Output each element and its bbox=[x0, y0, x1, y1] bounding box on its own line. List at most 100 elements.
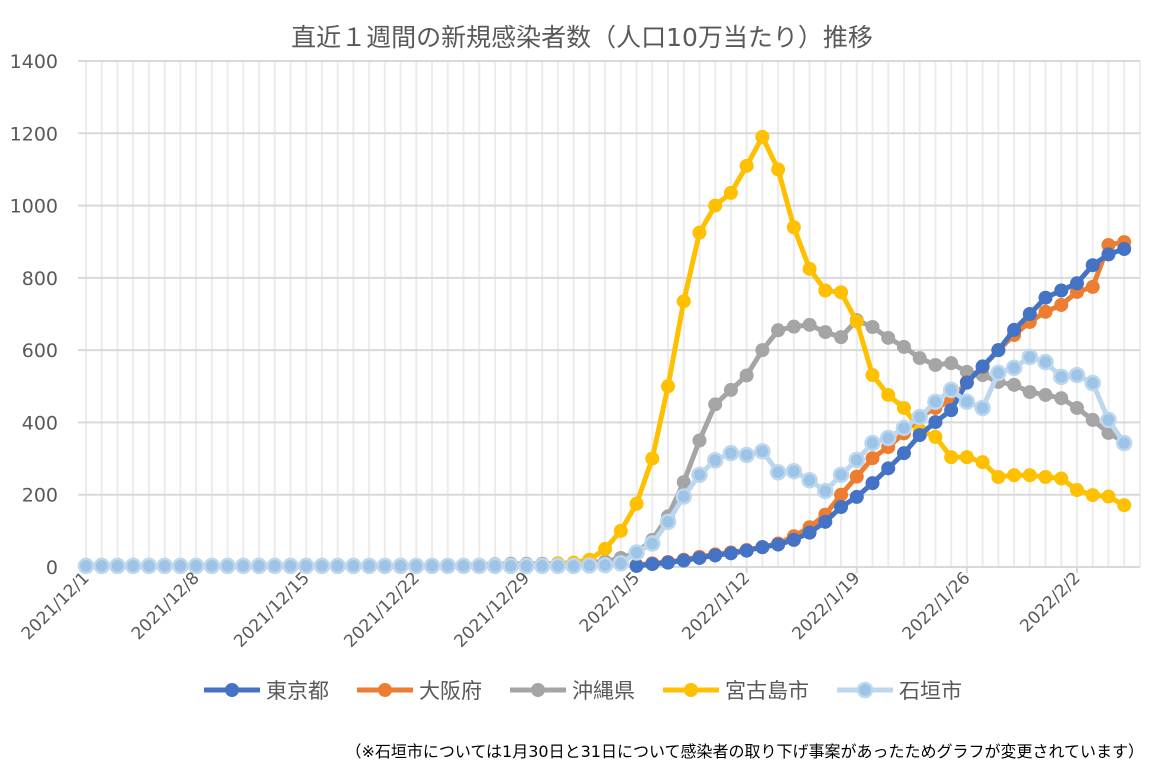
data-point bbox=[628, 544, 645, 561]
data-point bbox=[691, 466, 708, 484]
data-point bbox=[739, 543, 754, 558]
data-point bbox=[645, 451, 660, 466]
data-point bbox=[392, 557, 409, 575]
data-point bbox=[896, 400, 911, 415]
data-point bbox=[1022, 468, 1037, 483]
data-point bbox=[1068, 366, 1086, 384]
legend-label: 沖縄県 bbox=[572, 679, 635, 703]
data-point bbox=[834, 487, 849, 502]
data-point bbox=[771, 323, 786, 338]
data-point bbox=[738, 446, 755, 464]
data-point bbox=[644, 535, 661, 552]
data-point bbox=[786, 532, 801, 547]
x-tick-label: 2021/12/22 bbox=[340, 568, 423, 651]
x-tick-label: 2021/12/29 bbox=[451, 568, 534, 651]
data-point bbox=[928, 415, 943, 430]
data-point bbox=[1038, 290, 1053, 305]
data-point bbox=[549, 557, 567, 575]
data-point bbox=[93, 557, 110, 575]
data-point bbox=[817, 482, 834, 500]
y-tick-label: 0 bbox=[46, 557, 58, 579]
data-point bbox=[1022, 385, 1037, 400]
x-tick-label: 2022/1/19 bbox=[789, 568, 865, 644]
data-point bbox=[613, 523, 628, 538]
data-point bbox=[723, 546, 738, 561]
x-tick-label: 2021/12/1 bbox=[18, 568, 94, 644]
data-point bbox=[786, 319, 801, 334]
data-point bbox=[739, 368, 754, 383]
chart-title: 直近１週間の新規感染者数（人口10万当たり）推移 bbox=[291, 23, 873, 52]
data-point bbox=[565, 557, 582, 575]
data-point bbox=[1084, 374, 1101, 392]
data-point bbox=[1085, 488, 1100, 503]
legend-label: 東京都 bbox=[266, 679, 329, 703]
data-point bbox=[1037, 353, 1054, 371]
data-point bbox=[944, 450, 959, 465]
data-point bbox=[329, 557, 346, 575]
data-point bbox=[769, 464, 787, 481]
data-point bbox=[832, 466, 850, 484]
data-point bbox=[1054, 391, 1069, 406]
data-point bbox=[786, 220, 801, 235]
data-point bbox=[881, 387, 896, 402]
data-point bbox=[661, 555, 676, 570]
data-point bbox=[1053, 368, 1070, 386]
data-point bbox=[879, 429, 897, 447]
data-point bbox=[896, 339, 911, 354]
data-point bbox=[849, 489, 864, 504]
data-point bbox=[124, 557, 142, 575]
data-point bbox=[645, 557, 660, 572]
data-point bbox=[140, 557, 158, 575]
data-point bbox=[1038, 470, 1053, 485]
data-point bbox=[706, 452, 724, 469]
data-point bbox=[1007, 377, 1022, 392]
data-point bbox=[297, 557, 315, 575]
data-point bbox=[723, 382, 738, 397]
data-point bbox=[834, 285, 849, 300]
data-point bbox=[912, 351, 927, 366]
data-point bbox=[533, 557, 551, 575]
legend-item: 沖縄県 bbox=[508, 675, 635, 705]
data-point bbox=[990, 364, 1007, 382]
data-point bbox=[818, 325, 833, 340]
data-point bbox=[1038, 387, 1053, 402]
data-point bbox=[754, 443, 771, 460]
data-point bbox=[864, 434, 881, 452]
y-tick-label: 600 bbox=[22, 340, 58, 362]
data-point bbox=[360, 557, 378, 575]
x-tick-label: 2022/1/5 bbox=[576, 568, 644, 636]
data-point bbox=[755, 540, 770, 555]
x-tick-label: 2021/12/15 bbox=[230, 568, 313, 651]
legend-item: 大阪府 bbox=[355, 675, 482, 705]
data-point bbox=[156, 557, 173, 575]
data-point bbox=[203, 557, 221, 575]
data-point bbox=[771, 162, 786, 177]
data-point bbox=[659, 513, 677, 531]
data-point bbox=[1054, 471, 1069, 486]
data-point bbox=[1005, 359, 1023, 377]
x-tick-label: 2022/1/12 bbox=[678, 568, 754, 644]
data-point bbox=[471, 557, 488, 575]
data-point bbox=[771, 537, 786, 552]
data-point bbox=[1022, 307, 1037, 321]
data-point bbox=[755, 129, 770, 144]
data-point bbox=[598, 541, 613, 556]
data-point bbox=[912, 428, 927, 443]
data-point bbox=[802, 317, 817, 332]
data-point bbox=[1069, 400, 1084, 415]
legend-marker bbox=[837, 681, 893, 699]
data-point bbox=[802, 525, 817, 540]
y-tick-label: 800 bbox=[22, 268, 58, 290]
data-point bbox=[455, 557, 472, 575]
y-tick-label: 1000 bbox=[10, 196, 58, 218]
data-point bbox=[518, 557, 535, 575]
data-point bbox=[676, 294, 691, 309]
data-point bbox=[1069, 276, 1084, 291]
data-point bbox=[834, 330, 849, 345]
y-tick-label: 200 bbox=[22, 485, 58, 507]
data-point bbox=[723, 185, 738, 200]
footnote: （※石垣市については1月30日と31日について感染者の取り下げ事案があったためグ… bbox=[345, 742, 1144, 761]
legend-marker bbox=[510, 683, 566, 697]
data-point bbox=[991, 470, 1006, 485]
